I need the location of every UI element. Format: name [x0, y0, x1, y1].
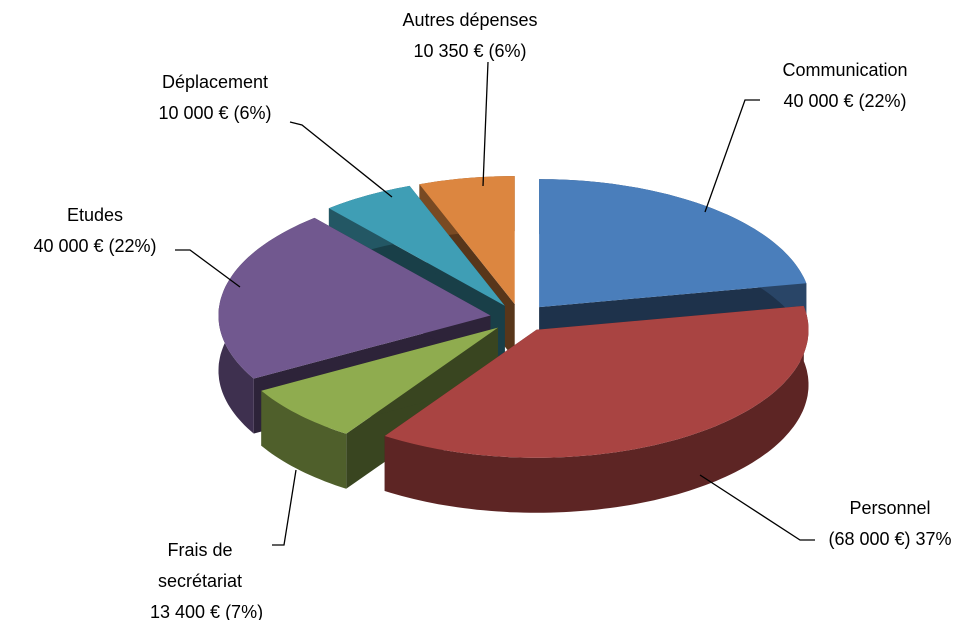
- value-label: 13 400 € (7%): [150, 602, 264, 620]
- data-label: Personnel (68 000 €) 37%: [828, 493, 951, 555]
- category-label: Personnel: [849, 498, 931, 518]
- data-label: Etudes 40 000 € (22%): [33, 200, 156, 262]
- category-label: Etudes: [66, 205, 124, 225]
- slice-side: [384, 305, 809, 513]
- value-label: 40 000 € (22%): [33, 236, 157, 256]
- slice: [261, 327, 498, 434]
- leader-line: [482, 61, 489, 187]
- data-label: Autres dépenses 10 350 € (6%): [402, 5, 537, 67]
- value-label: (68 000 €) 37%: [828, 529, 952, 549]
- pie-slice: [261, 327, 498, 489]
- category-label: Déplacement: [161, 72, 269, 92]
- slice: [328, 185, 505, 306]
- value-label: 10 000 € (6%): [158, 103, 272, 123]
- leader-line: [699, 474, 815, 541]
- data-label: Frais de secrétariat 13 400 € (7%): [150, 535, 264, 620]
- slice-side: [261, 390, 347, 489]
- leader-line: [175, 249, 241, 288]
- value-label: 10 350 € (6%): [413, 41, 527, 61]
- value-label: 40 000 € (22%): [783, 91, 907, 111]
- leader-line: [289, 121, 393, 198]
- category-label: Frais de secrétariat: [157, 540, 243, 591]
- leader-line: [272, 469, 297, 546]
- category-label: Communication: [782, 60, 908, 80]
- leader-line: [704, 99, 760, 213]
- pie-slice: [384, 305, 809, 513]
- slice: [384, 305, 809, 458]
- slice: [419, 176, 515, 305]
- slice: [539, 179, 807, 308]
- data-label: Communication 40 000 € (22%): [782, 55, 907, 117]
- category-label: Autres dépenses: [402, 10, 538, 30]
- slice: [218, 217, 491, 379]
- data-label: Déplacement 10 000 € (6%): [158, 67, 271, 129]
